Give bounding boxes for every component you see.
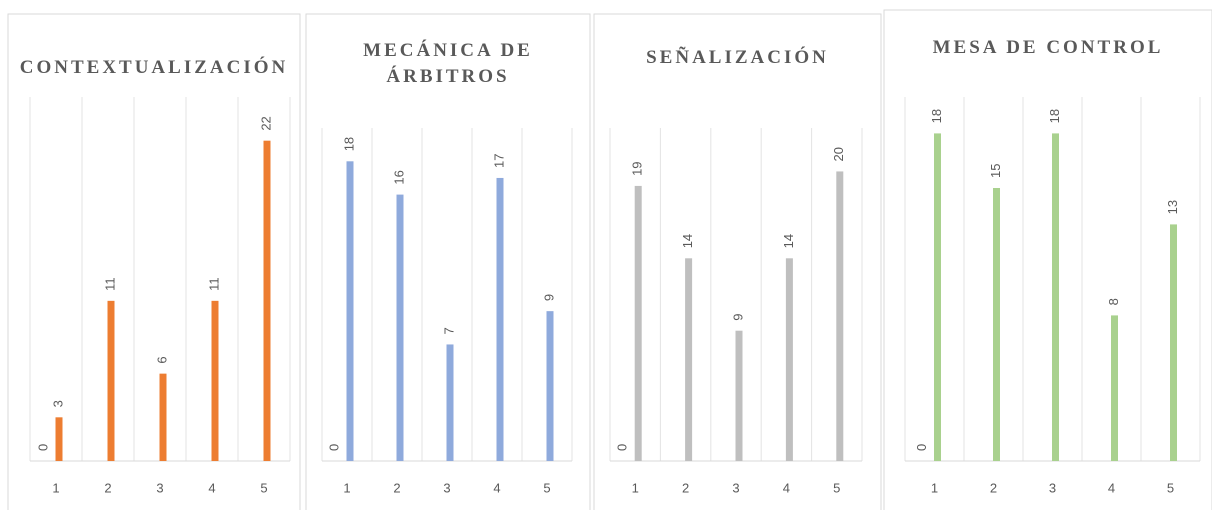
value-label: 20 (831, 147, 846, 161)
chart-title: CONTEXTUALIZACIÓN (19, 57, 289, 78)
x-tick-label: 3 (156, 480, 163, 495)
bar (735, 330, 743, 461)
value-label: 8 (1106, 298, 1121, 305)
value-label: 9 (730, 313, 745, 320)
x-tick-label: 2 (104, 480, 111, 495)
bar (1052, 133, 1059, 461)
bar (546, 311, 554, 461)
chart-title: MESA DE CONTROL (932, 37, 1164, 58)
value-label: 7 (441, 327, 456, 334)
x-tick-label: 4 (208, 480, 215, 495)
x-tick-label: 2 (682, 480, 689, 495)
value-label: 18 (1047, 109, 1062, 123)
x-tick-label: 2 (990, 480, 997, 495)
bar (263, 140, 271, 461)
bar (107, 300, 115, 461)
value-label: 19 (630, 161, 645, 175)
bar (634, 185, 642, 462)
value-label: 18 (929, 109, 944, 123)
x-tick-label: 4 (783, 480, 790, 495)
value-label: 14 (680, 234, 695, 248)
value-label: 18 (341, 137, 356, 151)
value-label: 6 (154, 356, 169, 363)
value-label: 11 (102, 277, 117, 291)
bar (446, 344, 454, 461)
x-tick-label: 1 (632, 480, 639, 495)
chart-title: SEÑALIZACIÓN (646, 47, 829, 68)
value-label: 15 (988, 164, 1003, 178)
bar (993, 188, 1000, 461)
value-label: 16 (391, 170, 406, 184)
panel-border (883, 9, 1212, 510)
value-label: 17 (491, 153, 506, 167)
panel-border (593, 13, 882, 510)
value-label: 0 (914, 444, 929, 451)
x-tick-label: 5 (260, 480, 267, 495)
x-tick-label: 1 (52, 480, 59, 495)
bar (685, 258, 693, 461)
x-tick-label: 3 (732, 480, 739, 495)
x-tick-label: 1 (343, 480, 350, 495)
x-tick-label: 4 (493, 480, 500, 495)
value-label: 3 (50, 400, 65, 407)
x-tick-label: 2 (393, 480, 400, 495)
value-label: 11 (206, 277, 221, 291)
bar (396, 194, 404, 461)
value-label: 0 (615, 444, 630, 451)
value-label: 13 (1165, 200, 1180, 214)
bar (55, 417, 63, 461)
value-label: 0 (35, 444, 50, 451)
value-label: 9 (541, 294, 556, 301)
bar (1170, 224, 1177, 461)
value-label: 14 (781, 234, 796, 248)
x-tick-label: 4 (1108, 480, 1115, 495)
x-tick-label: 3 (1049, 480, 1056, 495)
x-tick-label: 5 (543, 480, 550, 495)
bar (836, 171, 844, 461)
bar (346, 161, 354, 462)
bar (934, 133, 941, 461)
panel-border (7, 13, 301, 510)
x-tick-label: 5 (833, 480, 840, 495)
panel-border (305, 13, 591, 510)
x-tick-label: 1 (931, 480, 938, 495)
value-label: 22 (258, 116, 273, 130)
bar (785, 258, 793, 461)
bar (211, 300, 219, 461)
bar (159, 373, 167, 461)
x-tick-label: 3 (443, 480, 450, 495)
value-label: 0 (326, 444, 341, 451)
x-tick-label: 5 (1167, 480, 1174, 495)
chart-title: MECÁNICA DE ÁRBITROS (363, 40, 533, 87)
bar (496, 177, 504, 461)
bar (1111, 315, 1118, 461)
